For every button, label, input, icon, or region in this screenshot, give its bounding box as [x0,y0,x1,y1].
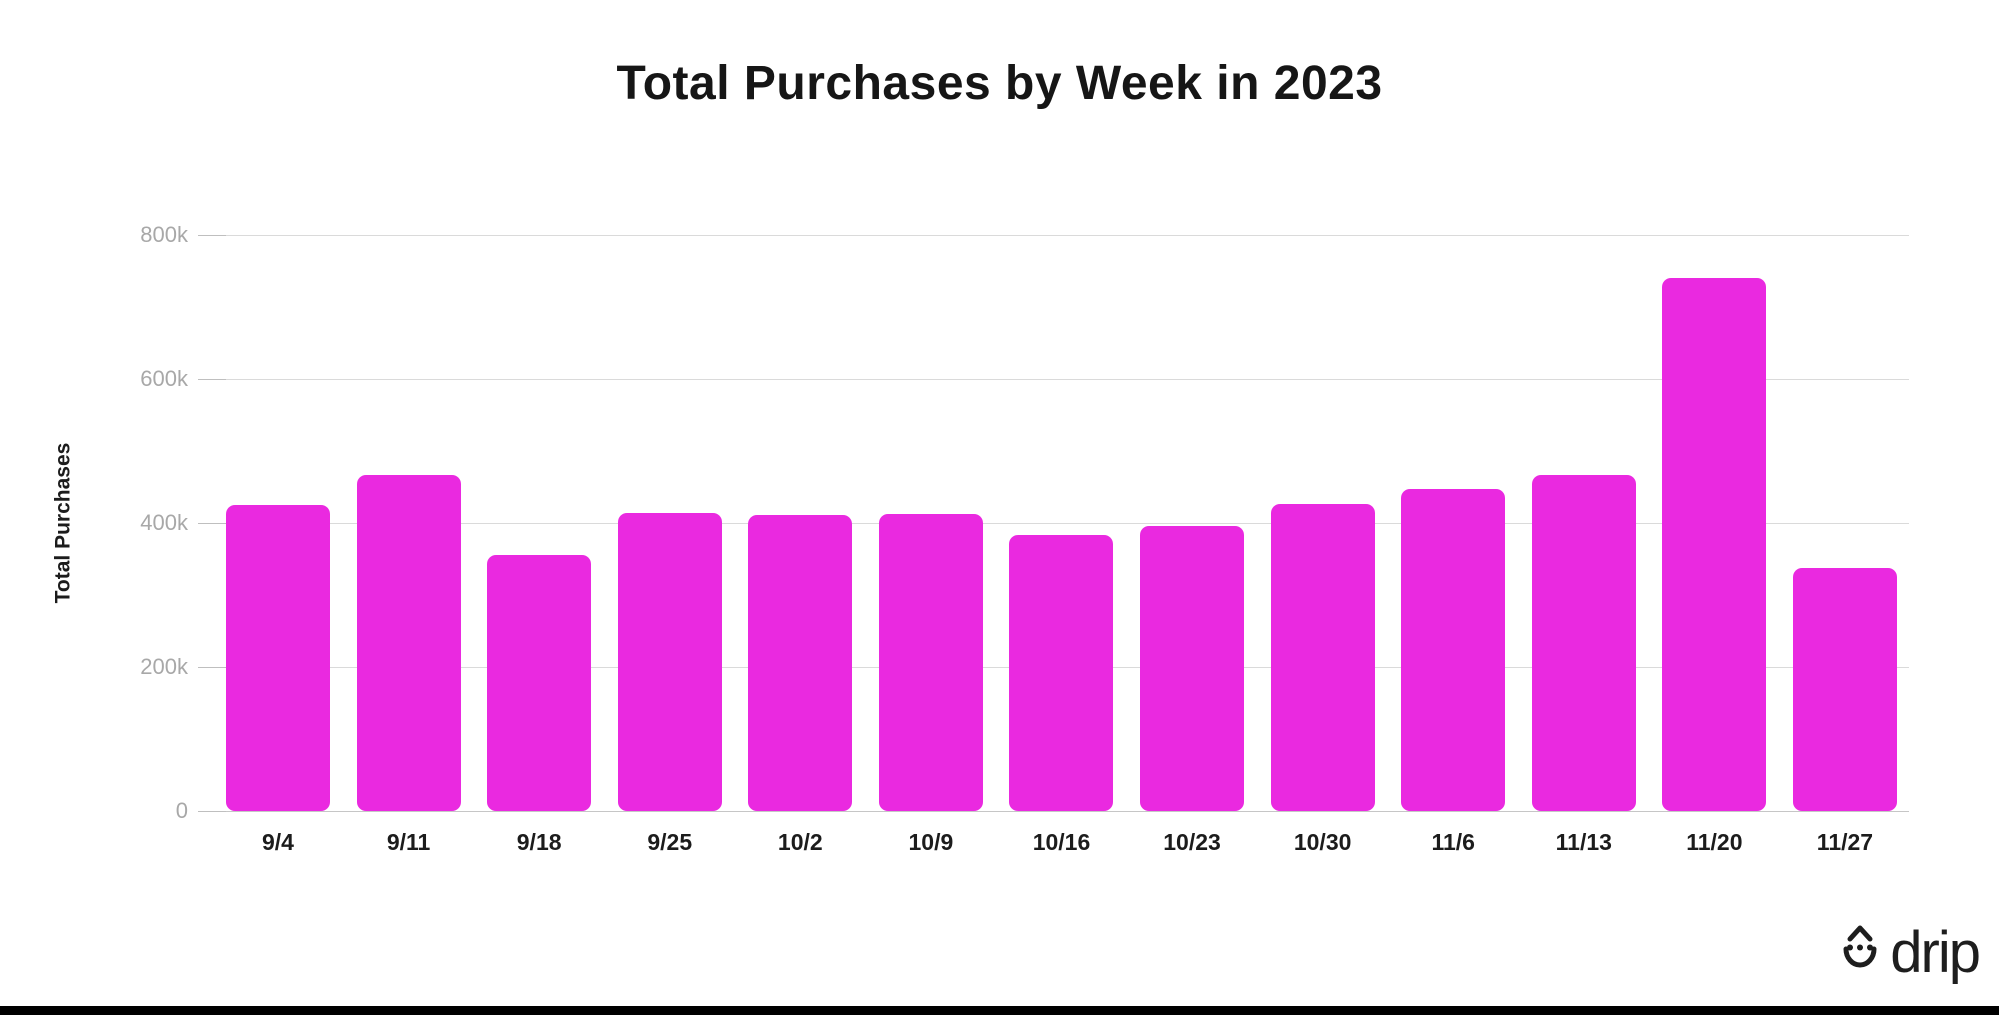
y-tick-label-400k: 400k [140,510,188,535]
bar-11/20 [1662,278,1767,811]
y-axis-title: Total Purchases [51,442,75,604]
bar-10/9 [878,513,983,811]
x-tick-label-9/18: 9/18 [516,829,562,855]
bar-11/27 [1792,567,1897,811]
bar-9/25 [617,512,722,811]
x-tick-label-11/20: 11/20 [1686,829,1743,855]
x-tick-label-11/27: 11/27 [1816,829,1874,855]
footer-bar [0,1006,1999,1015]
y-tick-dash-600k [198,378,226,380]
bar-10/2 [748,515,853,811]
x-tick-label-10/9: 10/9 [908,829,954,855]
gridline-600k [203,378,1909,380]
x-tick-label-10/16: 10/16 [1032,829,1091,855]
bar-9/18 [487,555,592,811]
x-tick-label-10/2: 10/2 [777,829,823,855]
bar-10/16 [1009,535,1114,811]
x-tick-label-10/30: 10/30 [1293,829,1352,855]
y-tick-label-0: 0 [175,798,188,823]
x-tick-label-9/4: 9/4 [262,829,294,855]
x-tick-label-11/13: 11/13 [1555,829,1612,855]
bar-9/11 [356,474,461,811]
y-tick-label-800k: 800k [140,222,188,247]
bar-11/13 [1531,474,1636,811]
chart-title: Total Purchases by Week in 2023 [616,57,1383,110]
x-tick-label-10/23: 10/23 [1163,829,1221,855]
bar-9/4 [226,505,330,811]
gridline-0 [203,810,1909,812]
y-tick-dash-800k [198,234,226,236]
drip-logo: drip [1838,920,1981,985]
y-tick-dash-0 [198,810,226,812]
bar-10/23 [1140,525,1245,811]
gridline-800k [203,234,1909,236]
x-tick-label-11/6: 11/6 [1431,829,1475,855]
x-tick-label-9/25: 9/25 [647,829,693,855]
droplet-icon [1843,925,1877,968]
y-tick-dash-400k [198,522,226,524]
bar-10/30 [1270,504,1375,811]
bar-11/6 [1401,489,1506,811]
gridline-400k [203,522,1909,524]
x-tick-label-9/11: 9/11 [386,829,431,855]
y-tick-dash-200k [198,666,226,668]
drip-logo-text: drip [1890,920,1981,985]
y-tick-label-200k: 200k [140,654,188,679]
y-tick-label-600k: 600k [140,366,188,391]
plot-area: 0 200k 400k 600k 800k 9/4 9/11 9/18 9/25 10/2 10/9… [140,222,1909,855]
y-axis-title-column: Total Purchases [40,235,86,811]
